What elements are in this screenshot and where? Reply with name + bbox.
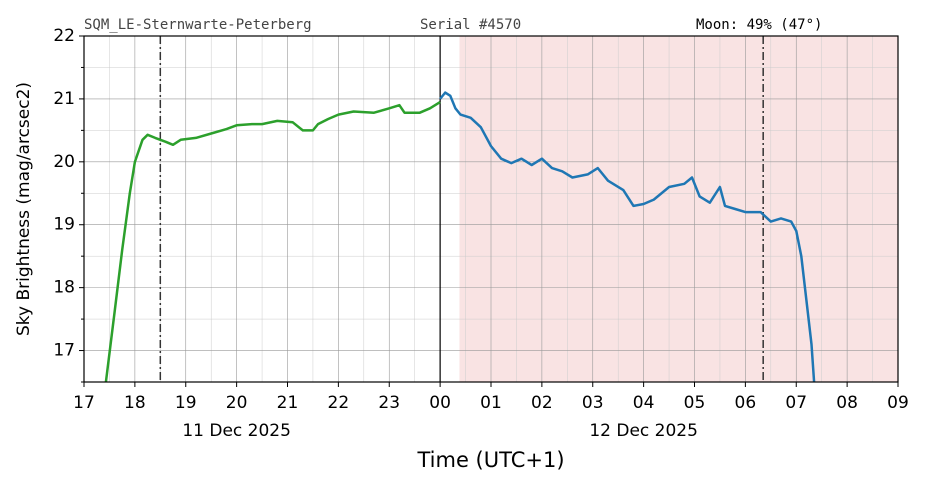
x-tick-label: 09 [887,393,909,413]
x-tick-label: 00 [429,393,451,413]
x-axis-title: Time (UTC+1) [416,448,564,472]
brightness-line [104,101,441,383]
date-label: 11 Dec 2025 [182,421,291,441]
x-tick-label: 03 [582,393,604,413]
moon-info: Moon: 49% (47°) [696,17,822,33]
y-tick-label: 19 [53,215,75,235]
night-span [459,36,898,382]
date-label: 12 Dec 2025 [589,421,698,441]
x-tick-label: 02 [531,393,553,413]
x-tick-label: 19 [175,393,197,413]
brightness-line [439,91,816,383]
y-tick-label: 17 [53,341,75,361]
y-tick-label: 21 [53,89,75,109]
station-name: SQM_LE-Sternwarte-Peterberg [84,17,312,33]
x-tick-label: 05 [684,393,706,413]
y-axis-title: Sky Brightness (mag/arcsec2) [14,82,34,336]
plot-frame [83,35,899,383]
x-tick-label: 04 [633,393,655,413]
serial: Serial #4570 [420,17,521,33]
x-tick-label: 20 [226,393,248,413]
x-tick-label: 21 [277,393,299,413]
x-tick-label: 18 [124,393,146,413]
x-tick-label: 22 [328,393,350,413]
x-tick-label: 01 [480,393,502,413]
x-tick-label: 23 [378,393,400,413]
x-tick-label: 06 [735,393,757,413]
y-tick-label: 18 [53,278,75,298]
y-tick-label: 22 [53,26,75,46]
x-tick-label: 07 [785,393,807,413]
y-tick-label: 20 [53,152,75,172]
x-tick-label: 08 [836,393,858,413]
x-tick-label: 17 [73,393,95,413]
